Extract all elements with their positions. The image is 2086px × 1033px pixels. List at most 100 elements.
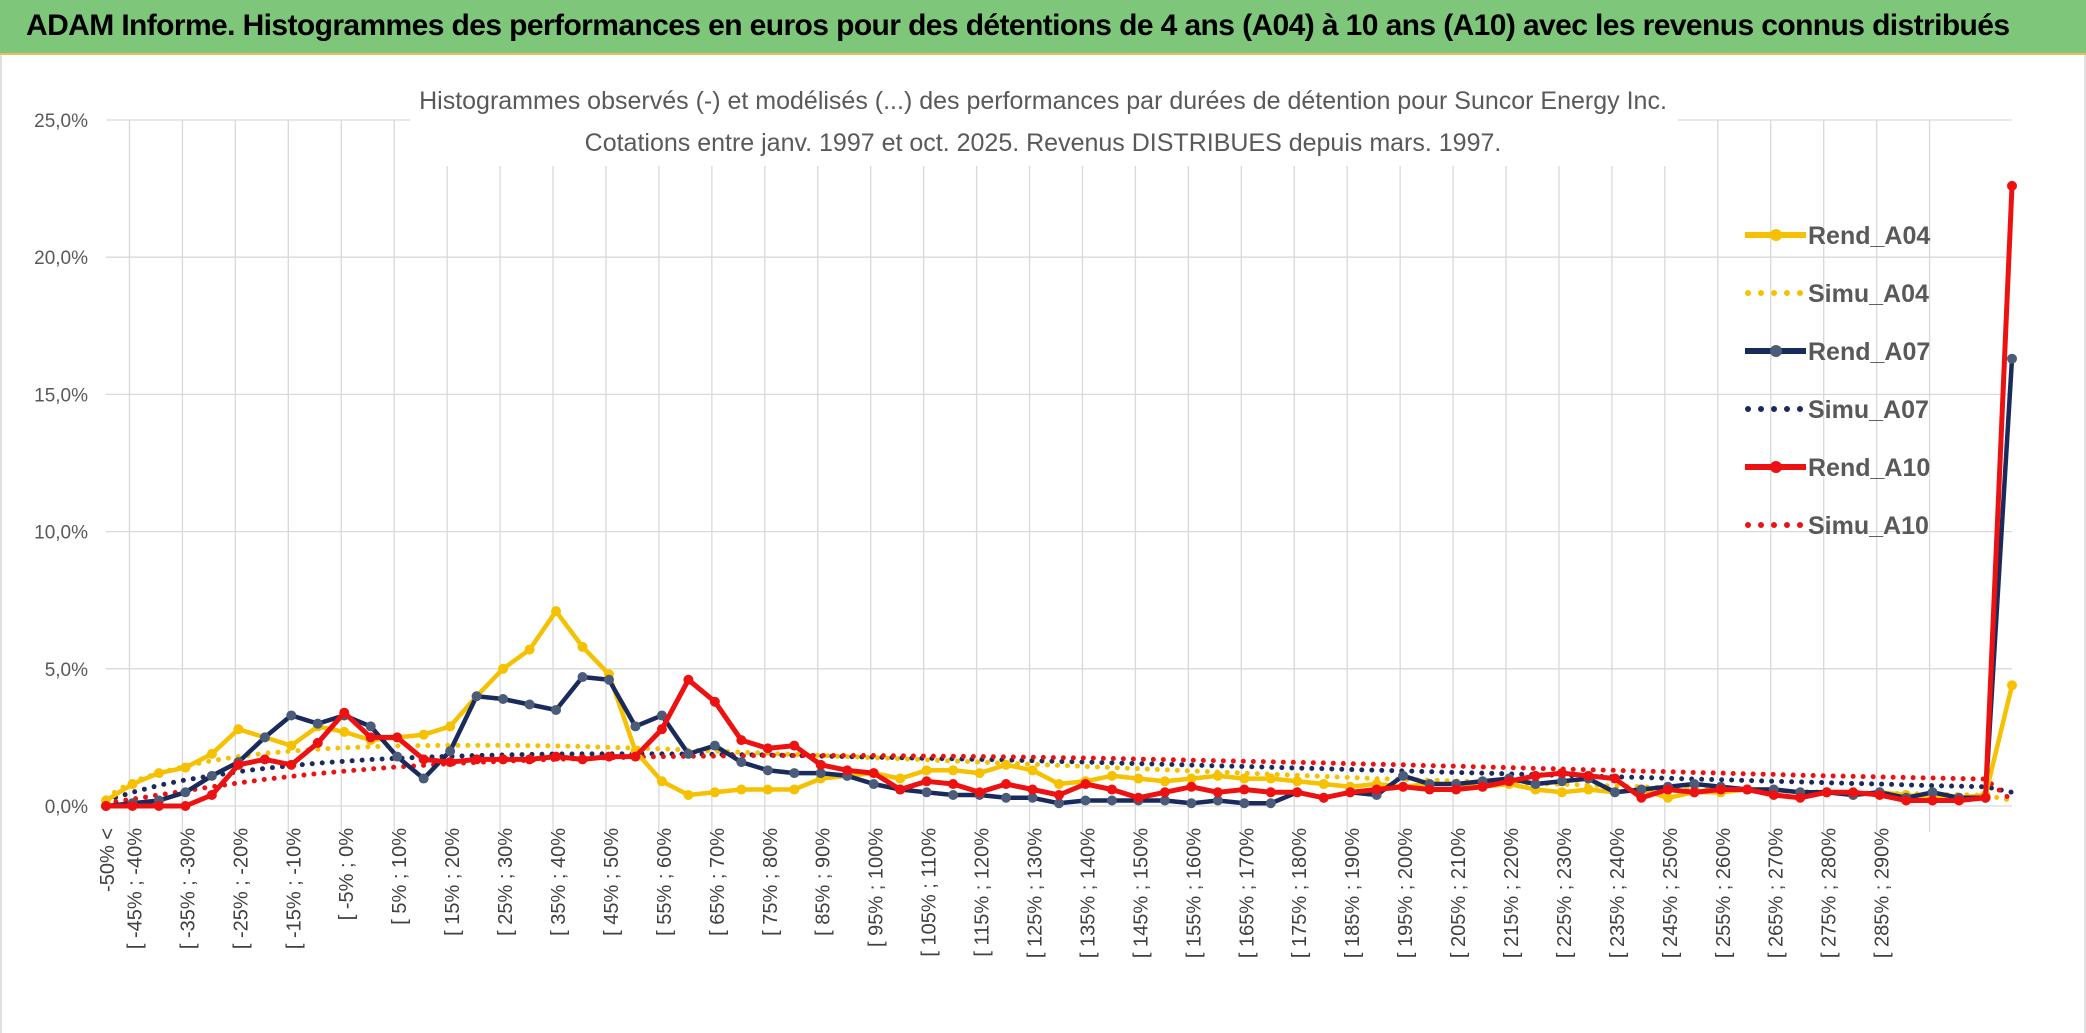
x-axis-ticks: -50% <[ -45% ; -40% [ -35% ; -30% [ -25% ;…: [97, 828, 1894, 958]
data-point: [418, 754, 429, 765]
data-point: [1556, 768, 1567, 779]
data-point: [683, 674, 694, 685]
data-point: [2007, 680, 2017, 691]
data-point: [1239, 798, 1250, 809]
y-tick-label: 5,0%: [45, 660, 88, 681]
data-point: [1874, 790, 1885, 801]
x-tick-label: [ 145% ; 150%: [1130, 828, 1152, 958]
data-point: [312, 718, 323, 729]
x-tick-label: [ 285% ; 290%: [1872, 828, 1894, 958]
x-tick-label: [ 55% ; 60%: [654, 828, 676, 936]
data-point: [974, 768, 985, 779]
data-point: [630, 751, 641, 762]
data-point: [286, 710, 297, 721]
x-tick-label: [ 205% ; 210%: [1448, 828, 1470, 958]
data-point: [1927, 795, 1938, 806]
data-point: [1901, 795, 1912, 806]
x-tick-label: [ 105% ; 110%: [919, 828, 941, 957]
y-axis-ticks: 0,0% 5,0% 10,0% 15,0% 20,0% 25,0%: [34, 111, 88, 818]
data-point: [1398, 770, 1409, 781]
data-point: [868, 779, 879, 790]
data-point: [789, 768, 800, 779]
data-point: [101, 801, 111, 811]
x-tick-label: -50% <: [97, 828, 119, 892]
data-point: [1159, 776, 1170, 787]
data-point: [603, 674, 614, 685]
x-tick-label: [ 25% ; 30%: [495, 828, 517, 936]
data-point: [1106, 770, 1117, 781]
data-point: [524, 644, 535, 655]
legend-label: Rend_A07: [1808, 338, 1930, 366]
data-point: [948, 779, 959, 790]
data-point: [1954, 795, 1965, 806]
data-point: [683, 790, 694, 801]
data-point: [789, 784, 800, 795]
data-point: [974, 787, 985, 798]
data-point: [1265, 798, 1276, 809]
data-point: [603, 751, 614, 762]
data-point: [1027, 765, 1038, 776]
data-point: [127, 779, 138, 790]
x-tick-label: [ 5% ; 10%: [389, 828, 411, 925]
data-point: [1159, 795, 1170, 806]
data-point: [365, 732, 376, 743]
data-point: [1662, 792, 1673, 803]
data-point: [577, 672, 588, 683]
data-point: [233, 759, 244, 770]
data-point: [1159, 787, 1170, 798]
data-point: [709, 787, 720, 798]
series-line-simu-a10: [103, 753, 2015, 806]
data-point: [1636, 784, 1647, 795]
data-point: [551, 751, 562, 762]
data-point: [736, 757, 747, 768]
data-point: [1027, 792, 1038, 803]
data-point: [1715, 784, 1726, 795]
data-point: [1186, 781, 1197, 792]
x-tick-label: [ 235% ; 240%: [1607, 828, 1629, 958]
data-point: [1239, 784, 1250, 795]
data-point: [1689, 779, 1700, 790]
data-point: [736, 784, 747, 795]
data-point: [286, 759, 297, 770]
data-point: [1001, 792, 1012, 803]
data-point: [815, 768, 826, 779]
chart-title: Histogrammes observés (-) et modélisés (…: [419, 87, 1667, 115]
data-point: [1080, 779, 1091, 790]
data-point: [1424, 784, 1435, 795]
data-point: [1318, 792, 1329, 803]
x-tick-label: [ 75% ; 80%: [760, 828, 782, 936]
data-point: [286, 740, 297, 751]
data-point: [1609, 787, 1620, 798]
data-point: [1265, 787, 1276, 798]
legend-label: Rend_A10: [1808, 454, 1930, 482]
x-tick-label: [ 155% ; 160%: [1183, 828, 1205, 958]
data-point: [471, 691, 482, 702]
data-point: [1583, 784, 1594, 795]
x-tick-label: [ 115% ; 120%: [972, 828, 994, 957]
legend-label: Simu_A07: [1808, 396, 1929, 424]
data-point: [153, 768, 164, 779]
data-point: [868, 768, 879, 779]
data-point: [418, 773, 429, 784]
data-point: [127, 801, 138, 811]
data-point: [921, 776, 932, 787]
grid-lines: [106, 119, 2012, 832]
data-point: [498, 754, 509, 765]
data-point: [2007, 180, 2017, 191]
data-point: [1795, 792, 1806, 803]
data-point: [1001, 759, 1012, 770]
data-point: [1239, 773, 1250, 784]
x-tick-label: [ 225% ; 230%: [1554, 828, 1576, 958]
chart-frame: [0, 55, 2086, 1033]
y-tick-label: 20,0%: [34, 248, 88, 269]
legend-label: Simu_A10: [1808, 512, 1929, 540]
y-tick-label: 10,0%: [34, 523, 88, 544]
y-tick-label: 0,0%: [45, 797, 88, 818]
data-point: [153, 801, 164, 811]
data-point: [1742, 784, 1753, 795]
data-point: [1133, 773, 1144, 784]
data-point: [1848, 787, 1859, 798]
x-tick-label: [ 185% ; 190%: [1342, 828, 1364, 958]
data-point: [1054, 790, 1064, 801]
data-point: [180, 787, 191, 798]
